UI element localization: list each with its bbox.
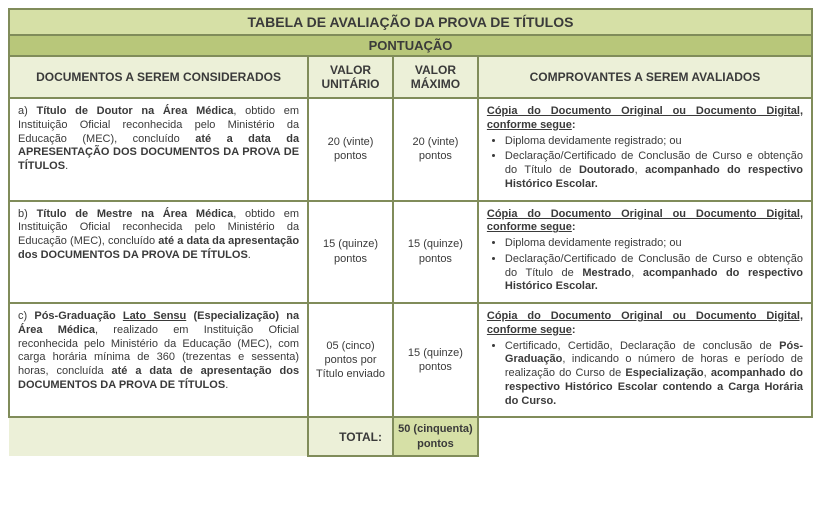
titles-evaluation-table: TABELA DE AVALIAÇÃO DA PROVA DE TÍTULOS … [8, 8, 813, 457]
table-row: a) Título de Doutor na Área Médica, obti… [9, 98, 812, 201]
comp-cell: Cópia do Documento Original ou Documento… [478, 303, 812, 417]
doc-cell: c) Pós-Graduação Lato Sensu (Especializa… [9, 303, 308, 417]
max-value: 15 (quinze) pontos [393, 201, 478, 304]
header-unit: VALOR UNITÁRIO [308, 56, 393, 98]
table-row: c) Pós-Graduação Lato Sensu (Especializa… [9, 303, 812, 417]
doc-cell: a) Título de Doutor na Área Médica, obti… [9, 98, 308, 201]
max-value: 20 (vinte) pontos [393, 98, 478, 201]
table-row: b) Título de Mestre na Área Médica, obti… [9, 201, 812, 304]
header-docs: DOCUMENTOS A SEREM CONSIDERADOS [9, 56, 308, 98]
max-value: 15 (quinze) pontos [393, 303, 478, 417]
total-value: 50 (cinquenta) pontos [393, 417, 478, 456]
unit-value: 15 (quinze) pontos [308, 201, 393, 304]
table-subtitle: PONTUAÇÃO [9, 35, 812, 56]
unit-value: 20 (vinte) pontos [308, 98, 393, 201]
table-title: TABELA DE AVALIAÇÃO DA PROVA DE TÍTULOS [9, 9, 812, 35]
spacer [478, 417, 812, 456]
comp-cell: Cópia do Documento Original ou Documento… [478, 98, 812, 201]
spacer [9, 417, 308, 456]
header-max: VALOR MÁXIMO [393, 56, 478, 98]
comp-cell: Cópia do Documento Original ou Documento… [478, 201, 812, 304]
unit-value: 05 (cinco) pontos por Título enviado [308, 303, 393, 417]
doc-cell: b) Título de Mestre na Área Médica, obti… [9, 201, 308, 304]
header-comp: COMPROVANTES A SEREM AVALIADOS [478, 56, 812, 98]
total-label: TOTAL: [308, 417, 393, 456]
